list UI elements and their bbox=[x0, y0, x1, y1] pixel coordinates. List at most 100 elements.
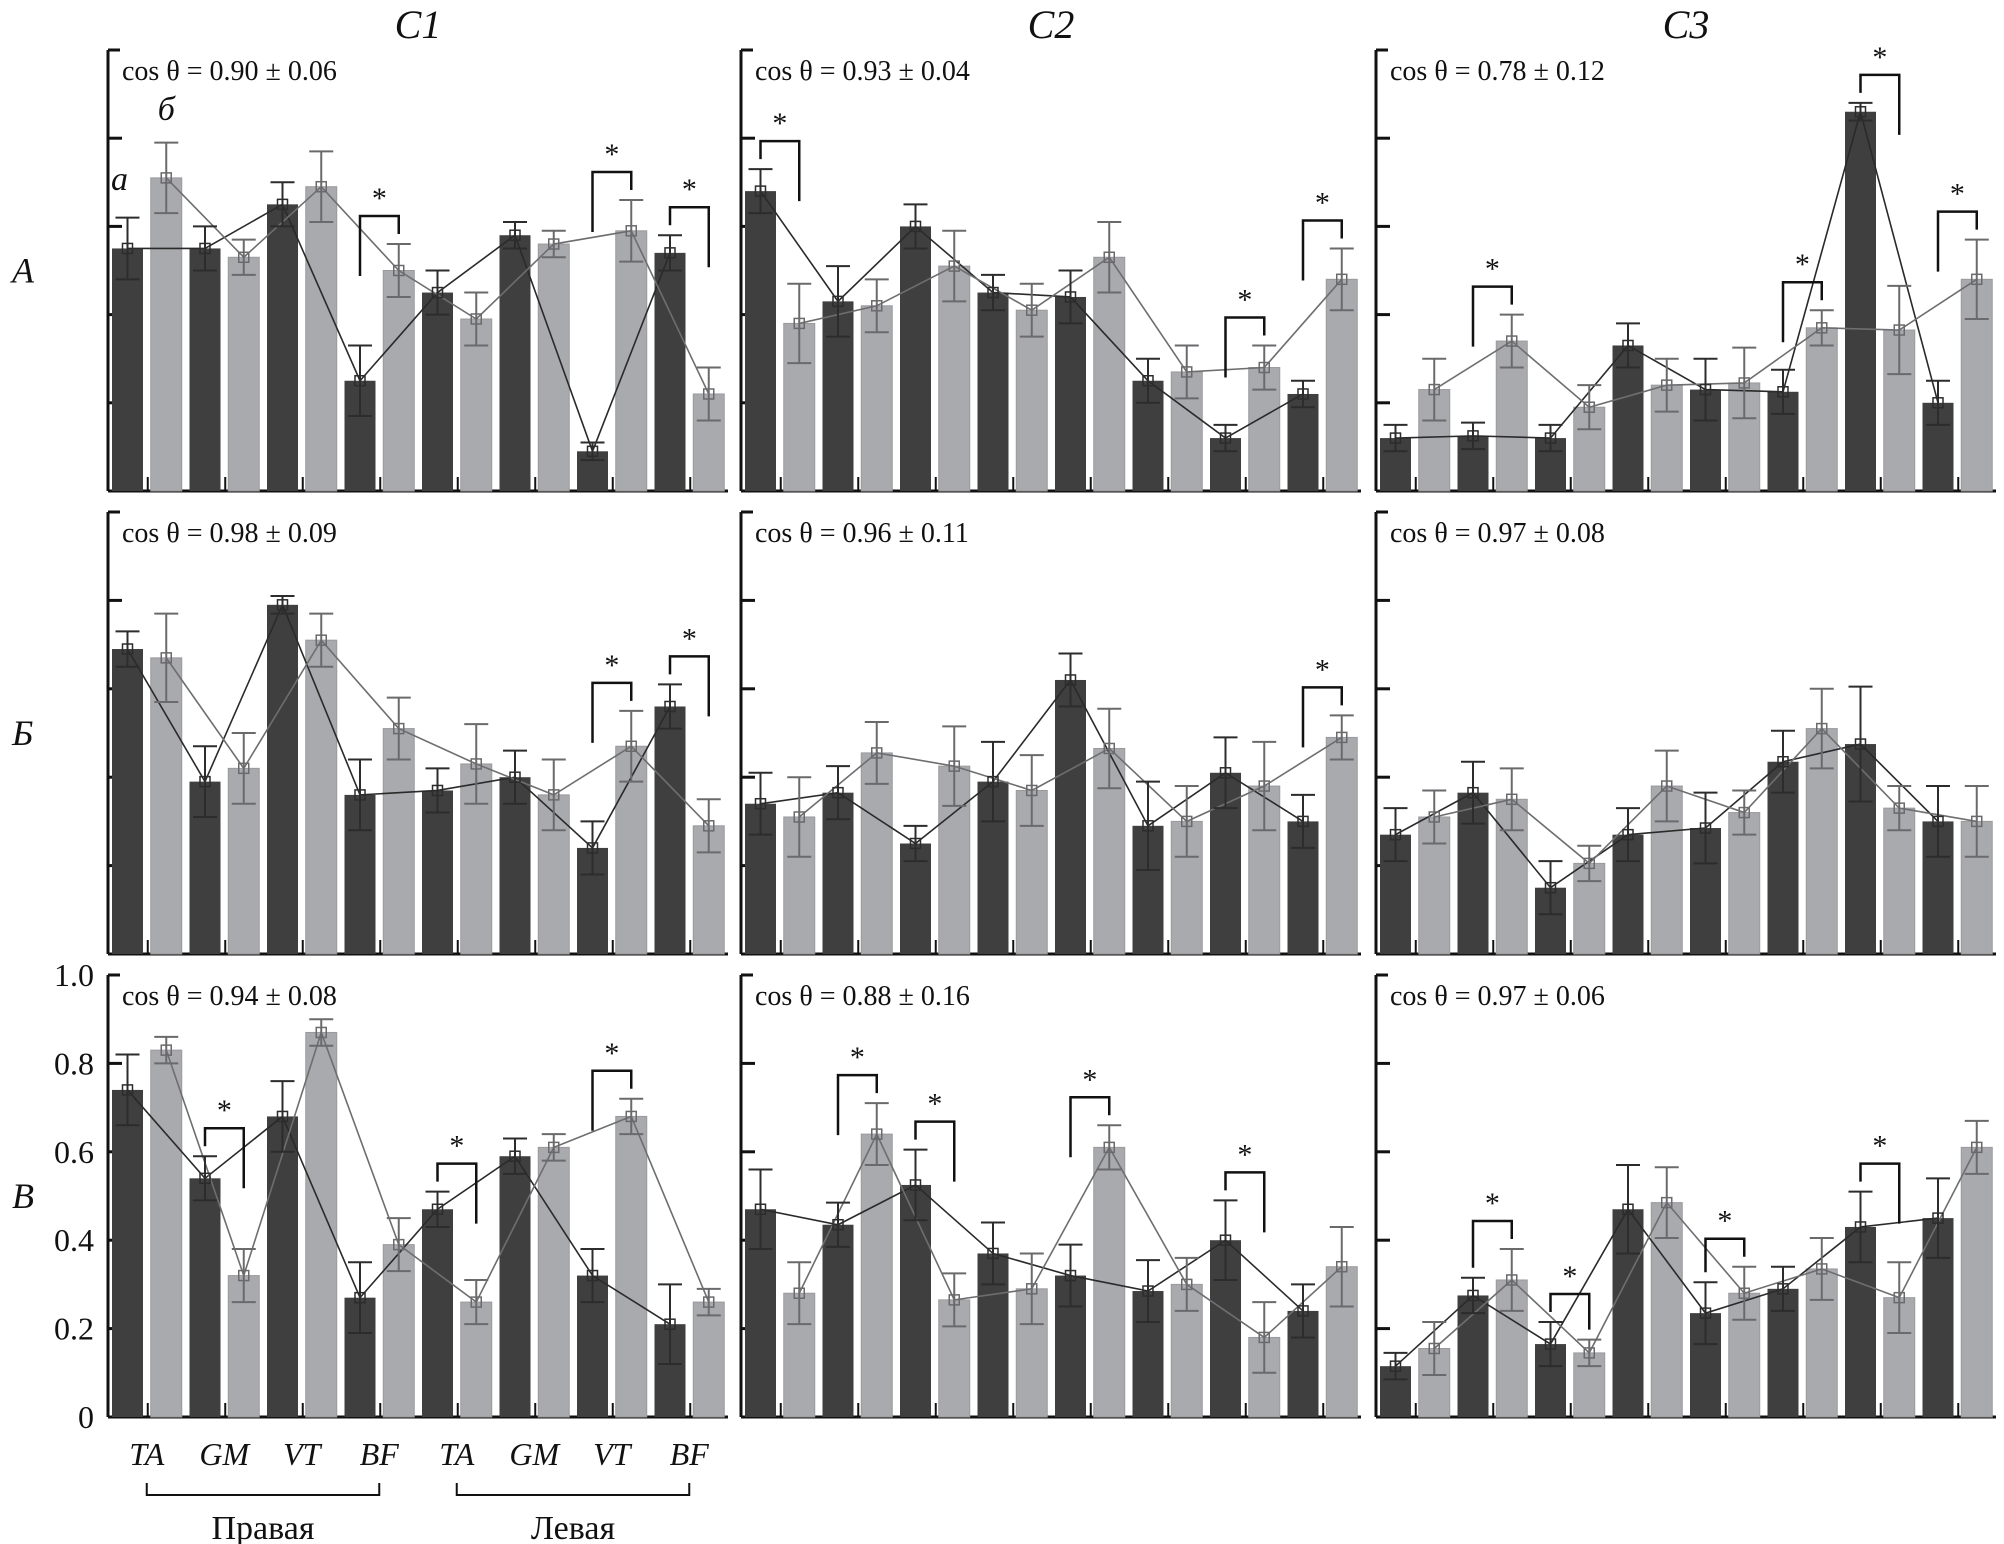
marker-series-a bbox=[1467, 1289, 1479, 1302]
marker-series-b bbox=[1336, 731, 1348, 744]
cos-theta-label: cos θ = 0.94 ± 0.08 bbox=[122, 981, 337, 1012]
marker-series-b bbox=[703, 1296, 715, 1308]
significance-star: * bbox=[1237, 283, 1252, 316]
cos-theta-label: cos θ = 0.98 ± 0.09 bbox=[122, 518, 337, 549]
bar-series-a bbox=[499, 1156, 531, 1417]
marker-series-a bbox=[199, 775, 211, 788]
marker-series-a bbox=[509, 229, 521, 241]
cos-theta-label: cos θ = 0.78 ± 0.12 bbox=[1390, 56, 1605, 87]
marker-series-b bbox=[1506, 335, 1518, 347]
line-series-b bbox=[798, 1132, 1343, 1339]
significance-star: * bbox=[1485, 1187, 1500, 1220]
cos-theta-label: cos θ = 0.97 ± 0.06 bbox=[1390, 981, 1605, 1012]
bar-series-a bbox=[1767, 761, 1799, 954]
bar-series-a bbox=[112, 248, 143, 491]
marker-series-a bbox=[1544, 432, 1557, 444]
line-series-a bbox=[126, 602, 671, 850]
y-tick-label: 0.2 bbox=[54, 1311, 94, 1347]
marker-series-b bbox=[1738, 806, 1750, 819]
marker-series-b bbox=[1258, 1331, 1270, 1344]
significance-star: * bbox=[682, 622, 697, 655]
marker-series-a bbox=[909, 1179, 922, 1191]
significance-star: * bbox=[1237, 1138, 1252, 1171]
marker-series-b bbox=[548, 238, 560, 250]
bar-series-b bbox=[938, 1299, 971, 1418]
marker-series-a bbox=[1064, 291, 1077, 303]
significance-bracket bbox=[1301, 219, 1343, 281]
marker-series-a bbox=[1467, 430, 1479, 442]
marker-series-b bbox=[1738, 1287, 1750, 1299]
marker-series-b bbox=[871, 1128, 883, 1140]
significance-bracket bbox=[914, 1120, 956, 1182]
significance-star: * bbox=[604, 138, 619, 171]
marker-series-b bbox=[1893, 802, 1905, 814]
bar-series-a bbox=[654, 252, 686, 491]
significance-bracket bbox=[1936, 210, 1978, 272]
bar-series-b bbox=[860, 1133, 893, 1418]
bar-series-a bbox=[267, 604, 298, 954]
marker-series-a bbox=[1142, 1285, 1154, 1297]
significance-star: * bbox=[372, 182, 387, 215]
column-title-c2: C2 bbox=[1028, 2, 1075, 47]
marker-series-b bbox=[238, 1269, 250, 1282]
marker-series-b bbox=[1336, 1260, 1348, 1273]
x-category-label: VT bbox=[283, 1436, 323, 1472]
bar-series-a bbox=[422, 790, 453, 954]
bar-series-a bbox=[499, 777, 531, 954]
cos-theta-label: cos θ = 0.96 ± 0.11 bbox=[755, 518, 969, 549]
marker-series-b bbox=[160, 172, 172, 184]
significance-bracket bbox=[1301, 686, 1343, 748]
bar-series-a bbox=[1287, 393, 1319, 491]
marker-series-b bbox=[1181, 815, 1193, 828]
bar-series-b bbox=[305, 639, 338, 955]
marker-series-b bbox=[548, 1141, 560, 1154]
group-bracket bbox=[455, 1483, 691, 1496]
marker-series-a bbox=[199, 1172, 211, 1185]
marker-series-a bbox=[199, 242, 211, 255]
bar-series-b bbox=[227, 256, 260, 492]
x-category-label: BF bbox=[670, 1436, 710, 1472]
line-series-a bbox=[1395, 743, 1939, 889]
marker-series-a bbox=[1777, 386, 1789, 398]
marker-series-a bbox=[1699, 1307, 1712, 1319]
bar-series-b bbox=[1015, 789, 1048, 955]
significance-star: * bbox=[850, 1041, 865, 1074]
bar-series-a bbox=[112, 649, 143, 954]
y-tick-label: 1.0 bbox=[54, 957, 94, 993]
line-series-a bbox=[760, 678, 1304, 845]
marker-series-a bbox=[1622, 828, 1634, 841]
marker-series-a bbox=[909, 837, 922, 850]
marker-series-a bbox=[754, 185, 767, 197]
significance-star: * bbox=[772, 107, 787, 140]
significance-star: * bbox=[1315, 653, 1330, 686]
marker-series-b bbox=[1258, 780, 1270, 792]
marker-series-a bbox=[1297, 815, 1309, 828]
bar-series-b bbox=[1805, 327, 1838, 492]
significance-bracket bbox=[1471, 285, 1513, 347]
row-label: В bbox=[12, 1176, 34, 1216]
bar-series-a bbox=[822, 1224, 854, 1417]
marker-series-b bbox=[1026, 1283, 1038, 1295]
marker-series-a bbox=[832, 1218, 844, 1231]
x-category-label: GM bbox=[509, 1436, 561, 1472]
bar-series-a bbox=[900, 226, 931, 491]
bar-series-b bbox=[860, 752, 893, 955]
marker-series-a bbox=[509, 1150, 521, 1162]
group-label: Левая bbox=[531, 1510, 616, 1544]
bar-series-b bbox=[692, 1301, 725, 1418]
marker-series-a bbox=[1777, 755, 1789, 768]
marker-series-a bbox=[276, 599, 289, 611]
series-a-annotation: а bbox=[111, 161, 128, 198]
marker-series-b bbox=[238, 251, 250, 264]
bar-series-b bbox=[1325, 278, 1358, 492]
marker-series-a bbox=[1622, 1203, 1634, 1216]
marker-series-b bbox=[1103, 1141, 1115, 1154]
bar-series-a bbox=[189, 248, 221, 491]
marker-series-a bbox=[509, 771, 521, 783]
marker-series-a bbox=[1219, 1234, 1232, 1246]
marker-series-a bbox=[1622, 339, 1634, 352]
marker-series-b bbox=[703, 388, 715, 400]
series-b-annotation: б bbox=[158, 91, 177, 128]
cos-theta-label: cos θ = 0.93 ± 0.04 bbox=[755, 56, 970, 87]
x-category-label: TA bbox=[439, 1436, 474, 1472]
